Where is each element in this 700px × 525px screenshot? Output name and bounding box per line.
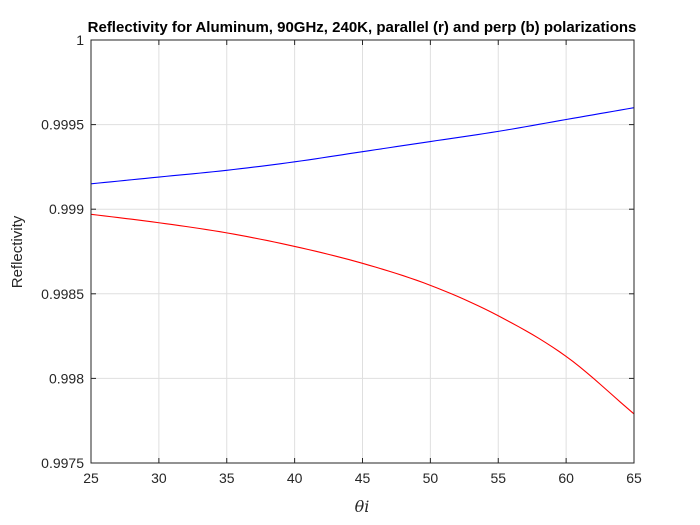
x-tick-label: 25 xyxy=(83,470,99,486)
y-axis-label: Reflectivity xyxy=(9,215,26,288)
y-tick-label: 1 xyxy=(76,32,84,48)
x-tick-label: 65 xyxy=(626,470,642,486)
chart-title: Reflectivity for Aluminum, 90GHz, 240K, … xyxy=(88,19,637,36)
x-tick-label: 55 xyxy=(490,470,506,486)
y-tick-label: 0.998 xyxy=(49,370,84,386)
x-axis-label: θi xyxy=(355,497,370,516)
series-lines xyxy=(90,107,635,415)
y-tick-label: 0.9985 xyxy=(41,286,84,302)
x-tick-label: 50 xyxy=(423,470,439,486)
x-tick-label: 30 xyxy=(151,470,167,486)
axis-ticks: 25 30 35 40 45 50 55 60 65 0.9975 0.998 0.9985 0.999… xyxy=(41,32,642,486)
x-axis-label-text: θi xyxy=(355,497,370,516)
x-tick-label: 40 xyxy=(287,470,303,486)
y-tick-label: 0.999 xyxy=(49,201,84,217)
series-line-1 xyxy=(90,213,635,415)
x-tick-label: 45 xyxy=(355,470,371,486)
y-tick-label: 0.9975 xyxy=(41,455,84,471)
series-line-0 xyxy=(90,107,635,185)
grid-lines xyxy=(90,39,635,464)
x-tick-label: 35 xyxy=(219,470,235,486)
x-tick-label: 60 xyxy=(558,470,574,486)
y-tick-label: 0.9995 xyxy=(41,117,84,133)
